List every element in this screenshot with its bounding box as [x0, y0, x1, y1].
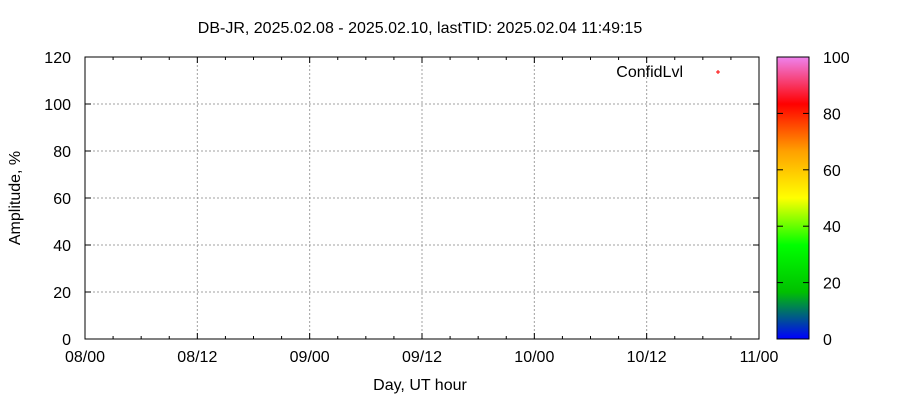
- ticks: 08/00 08/12 09/00 09/12 10/00 10/12 11/00 0 20 40…: [44, 50, 778, 366]
- x-axis-label: Day, UT hour: [373, 377, 467, 394]
- y-tick-label: 80: [53, 144, 71, 161]
- chart-title: DB-JR, 2025.02.08 - 2025.02.10, lastTID:…: [198, 20, 643, 37]
- y-tick-label: 20: [53, 285, 71, 302]
- y-tick-label: 100: [44, 97, 71, 114]
- legend-label: ConfidLvl: [616, 64, 683, 81]
- y-tick-label: 0: [62, 332, 71, 349]
- colorbar-tick-label: 80: [823, 106, 841, 123]
- x-tick-label: 08/12: [177, 349, 217, 366]
- x-tick-label: 10/12: [627, 349, 667, 366]
- colorbar-tick-label: 100: [823, 50, 850, 67]
- colorbar-tick-label: 0: [823, 332, 832, 349]
- x-tick-label: 09/12: [402, 349, 442, 366]
- colorbar-tick-label: 60: [823, 163, 841, 180]
- y-tick-label: 40: [53, 238, 71, 255]
- legend-marker: [716, 70, 720, 74]
- y-axis-label: Amplitude, %: [7, 151, 24, 245]
- colorbar-tick-label: 40: [823, 219, 841, 236]
- y-tick-label: 60: [53, 191, 71, 208]
- y-tick-label: 120: [44, 50, 71, 67]
- colorbar-ticks: 0 20 40 60 80 100: [777, 50, 850, 349]
- x-tick-label: 08/00: [65, 349, 105, 366]
- colorbar: [776, 56, 810, 340]
- colorbar-tick-label: 20: [823, 276, 841, 293]
- grid: [85, 57, 759, 339]
- x-tick-label: 11/00: [740, 349, 779, 366]
- x-tick-label: 09/00: [290, 349, 330, 366]
- x-tick-label: 10/00: [514, 349, 554, 366]
